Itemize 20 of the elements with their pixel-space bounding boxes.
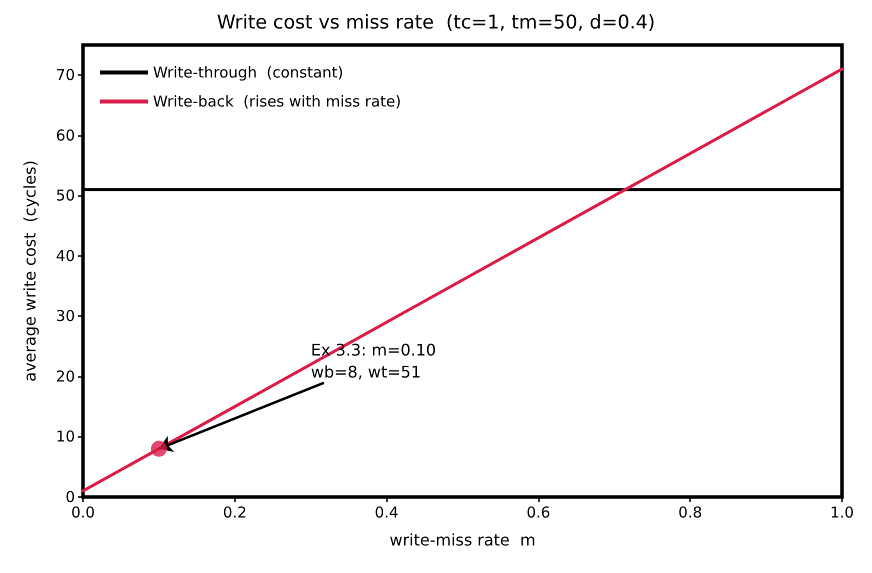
y-tick-label: 30 bbox=[56, 307, 75, 326]
x-tick-label: 0.2 bbox=[222, 504, 247, 522]
x-tick-label: 0.8 bbox=[678, 504, 702, 522]
x-tick-label: 1.0 bbox=[830, 504, 854, 522]
x-tick-label: 0.6 bbox=[526, 504, 550, 522]
y-tick-label: 40 bbox=[56, 246, 75, 265]
y-tick-label: 60 bbox=[56, 126, 75, 144]
y-tick-label: 10 bbox=[56, 428, 75, 446]
y-tick-label: 0 bbox=[65, 488, 75, 506]
x-tick-label: 0.4 bbox=[374, 504, 399, 522]
y-tick-label: 70 bbox=[56, 66, 75, 84]
chart-title: Write cost vs miss rate (tc=1, tm=50, d=0.4) bbox=[216, 12, 656, 34]
annotation: Ex 3.3: m=0.10 wb=8, wt=51 bbox=[310, 340, 436, 382]
x-axis-title: write-miss rate m bbox=[389, 530, 536, 550]
y-axis-title: average write cost (cycles) bbox=[20, 160, 40, 382]
y-tick-label: 50 bbox=[56, 186, 75, 205]
legend-label: Write-back (rises with miss rate) bbox=[153, 92, 402, 110]
legend-label: Write-through (constant) bbox=[153, 64, 344, 82]
x-tick-label: 0.0 bbox=[71, 504, 95, 522]
y-tick-label: 20 bbox=[56, 367, 75, 386]
